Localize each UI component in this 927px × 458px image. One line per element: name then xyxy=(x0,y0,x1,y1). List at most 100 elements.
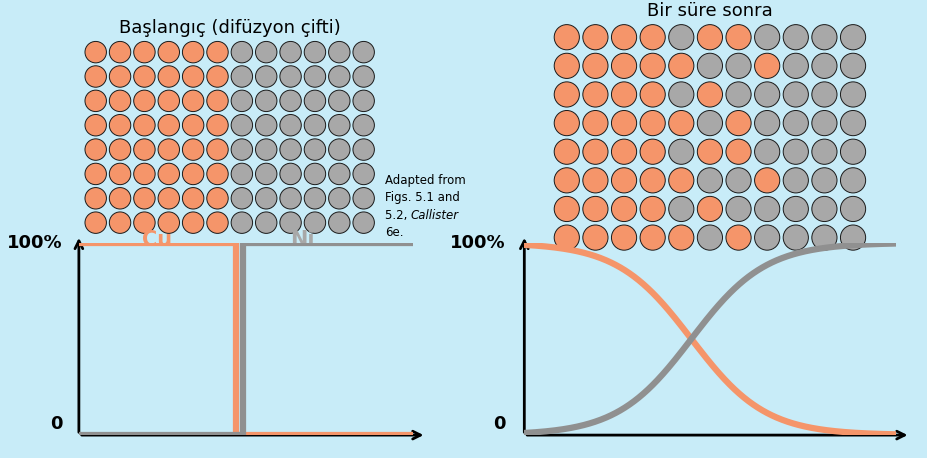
Circle shape xyxy=(553,53,578,78)
Circle shape xyxy=(811,139,836,164)
Circle shape xyxy=(782,25,807,50)
Circle shape xyxy=(133,139,155,160)
Circle shape xyxy=(840,25,865,50)
Circle shape xyxy=(304,66,325,87)
Circle shape xyxy=(280,114,301,136)
Circle shape xyxy=(158,90,179,112)
Circle shape xyxy=(352,212,374,234)
Circle shape xyxy=(158,41,179,63)
Circle shape xyxy=(231,188,252,209)
Circle shape xyxy=(328,139,349,160)
Circle shape xyxy=(133,114,155,136)
Circle shape xyxy=(725,196,750,222)
Circle shape xyxy=(255,139,276,160)
Circle shape xyxy=(640,139,665,164)
Circle shape xyxy=(207,114,228,136)
Circle shape xyxy=(668,25,693,50)
Circle shape xyxy=(255,212,276,234)
Circle shape xyxy=(304,139,325,160)
Circle shape xyxy=(280,90,301,112)
Circle shape xyxy=(183,114,204,136)
Circle shape xyxy=(840,110,865,136)
Circle shape xyxy=(328,212,349,234)
Circle shape xyxy=(811,82,836,107)
Circle shape xyxy=(840,139,865,164)
Circle shape xyxy=(183,90,204,112)
Circle shape xyxy=(611,139,636,164)
Circle shape xyxy=(304,188,325,209)
Circle shape xyxy=(640,53,665,78)
Circle shape xyxy=(231,41,252,63)
Circle shape xyxy=(352,114,374,136)
Circle shape xyxy=(782,110,807,136)
Circle shape xyxy=(255,66,276,87)
Circle shape xyxy=(133,163,155,185)
Circle shape xyxy=(725,25,750,50)
Circle shape xyxy=(611,110,636,136)
Circle shape xyxy=(696,139,722,164)
Circle shape xyxy=(280,163,301,185)
Circle shape xyxy=(207,212,228,234)
Circle shape xyxy=(640,196,665,222)
Circle shape xyxy=(754,25,779,50)
Circle shape xyxy=(553,25,578,50)
Circle shape xyxy=(553,196,578,222)
Circle shape xyxy=(696,168,722,193)
Circle shape xyxy=(255,41,276,63)
Circle shape xyxy=(352,66,374,87)
Circle shape xyxy=(582,225,607,250)
Circle shape xyxy=(754,139,779,164)
Circle shape xyxy=(109,139,131,160)
Circle shape xyxy=(582,196,607,222)
Text: 0: 0 xyxy=(493,415,505,433)
Circle shape xyxy=(754,168,779,193)
Circle shape xyxy=(582,53,607,78)
Circle shape xyxy=(611,196,636,222)
Text: Ni: Ni xyxy=(290,229,314,250)
Circle shape xyxy=(85,90,107,112)
Circle shape xyxy=(183,163,204,185)
Circle shape xyxy=(158,188,179,209)
Circle shape xyxy=(553,139,578,164)
Circle shape xyxy=(85,41,107,63)
Text: Figs. 5.1 and: Figs. 5.1 and xyxy=(385,191,460,204)
Circle shape xyxy=(611,53,636,78)
Circle shape xyxy=(725,168,750,193)
Circle shape xyxy=(109,163,131,185)
Circle shape xyxy=(207,163,228,185)
Circle shape xyxy=(158,212,179,234)
Circle shape xyxy=(133,212,155,234)
Circle shape xyxy=(640,110,665,136)
Circle shape xyxy=(582,168,607,193)
Circle shape xyxy=(231,90,252,112)
Text: 6e.: 6e. xyxy=(385,226,403,239)
Circle shape xyxy=(725,53,750,78)
Circle shape xyxy=(640,25,665,50)
Circle shape xyxy=(231,139,252,160)
Circle shape xyxy=(255,114,276,136)
Circle shape xyxy=(811,168,836,193)
Circle shape xyxy=(782,53,807,78)
Circle shape xyxy=(553,168,578,193)
Circle shape xyxy=(782,196,807,222)
Circle shape xyxy=(255,188,276,209)
Circle shape xyxy=(133,90,155,112)
Circle shape xyxy=(304,163,325,185)
Circle shape xyxy=(668,168,693,193)
Circle shape xyxy=(85,188,107,209)
Circle shape xyxy=(668,225,693,250)
Circle shape xyxy=(280,188,301,209)
Circle shape xyxy=(352,163,374,185)
Circle shape xyxy=(725,139,750,164)
Circle shape xyxy=(696,110,722,136)
Circle shape xyxy=(696,225,722,250)
Circle shape xyxy=(582,139,607,164)
Circle shape xyxy=(328,41,349,63)
Circle shape xyxy=(109,41,131,63)
Circle shape xyxy=(611,82,636,107)
Circle shape xyxy=(280,139,301,160)
Circle shape xyxy=(668,82,693,107)
Circle shape xyxy=(754,196,779,222)
Circle shape xyxy=(133,188,155,209)
Circle shape xyxy=(811,196,836,222)
